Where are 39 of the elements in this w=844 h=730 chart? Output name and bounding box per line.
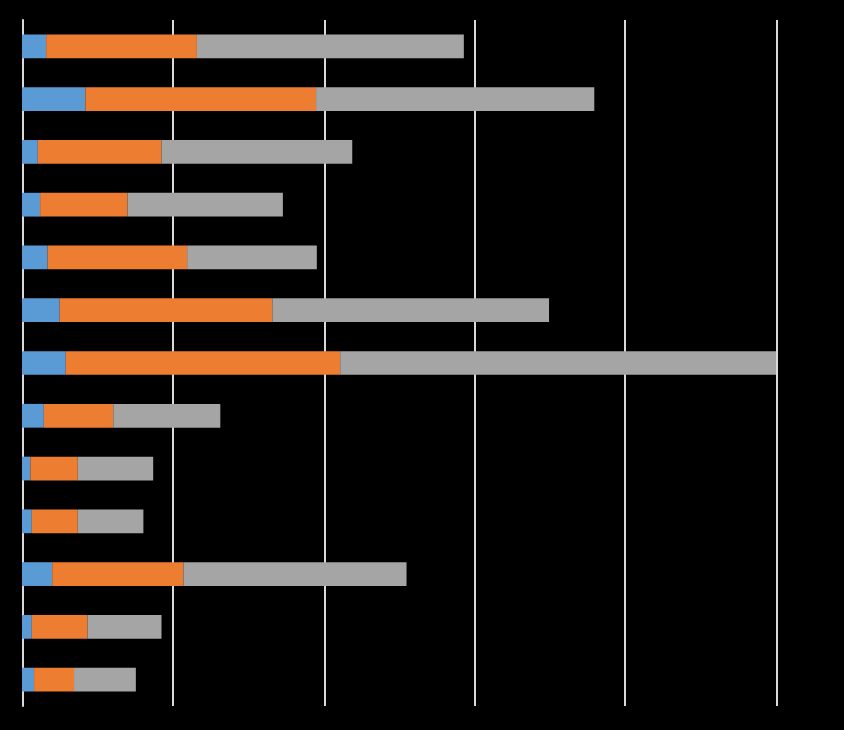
bar xyxy=(22,614,32,639)
bar xyxy=(77,456,154,481)
bar xyxy=(113,403,221,428)
bar xyxy=(22,509,32,534)
bar xyxy=(46,34,197,59)
bar xyxy=(22,403,44,428)
bar xyxy=(22,456,31,481)
bar xyxy=(196,34,464,59)
bar xyxy=(30,456,78,481)
bar xyxy=(85,87,317,112)
bar xyxy=(22,562,53,586)
bar xyxy=(22,298,60,323)
bar xyxy=(316,87,595,112)
bar xyxy=(187,245,317,270)
bar xyxy=(59,298,273,323)
bar xyxy=(340,351,776,375)
bar xyxy=(22,351,66,375)
bar xyxy=(22,34,47,59)
bar xyxy=(22,667,35,692)
bar xyxy=(22,192,41,217)
bar xyxy=(87,614,162,639)
bar xyxy=(37,140,162,164)
bar xyxy=(272,298,550,323)
bar xyxy=(161,140,353,164)
bar xyxy=(31,614,88,639)
bar xyxy=(22,245,48,270)
bar xyxy=(31,509,78,534)
bar xyxy=(74,667,136,692)
bar xyxy=(52,562,184,586)
bar xyxy=(65,351,341,375)
bar xyxy=(40,192,128,217)
bar xyxy=(183,562,407,586)
bar xyxy=(77,509,144,534)
bar xyxy=(34,667,75,692)
bar xyxy=(127,192,283,217)
bar xyxy=(47,245,188,270)
bar xyxy=(22,140,38,164)
bar xyxy=(22,87,86,112)
bar xyxy=(43,403,114,428)
